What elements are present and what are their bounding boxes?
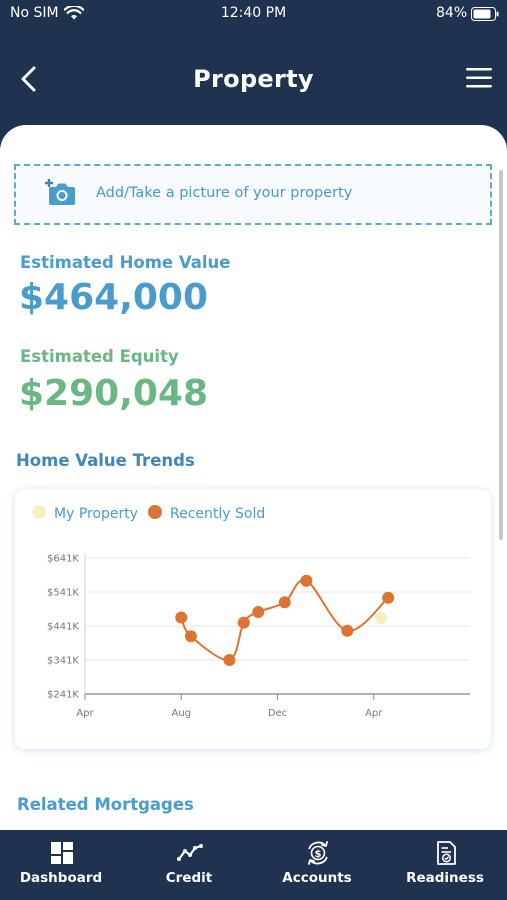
home-value-label: Estimated Home Value [20,253,231,272]
chevron-left-icon[interactable] [18,66,40,92]
nav-dashboard[interactable]: Dashboard [6,830,116,900]
hamburger-menu-icon[interactable] [466,67,492,89]
y-tick-label: $341K [47,656,79,667]
property-content[interactable]: Add/Take a picture of your property Esti… [0,125,507,830]
nav-accounts[interactable]: $ Accounts [262,830,372,900]
nav-dashboard-label: Dashboard [19,870,103,886]
accounts-dollar-icon: $ [308,841,328,865]
legend-marker [148,505,162,519]
home-value-chart: My Property Recently Sold $641K $541K $441K $… [15,489,491,749]
nav-credit-label: Credit [165,870,213,886]
wifi-icon [64,6,84,20]
x-tick-label: Apr [76,708,94,719]
data-point [382,591,395,604]
nav-readiness-label: Readiness [406,870,484,886]
add-camera-icon [45,179,75,205]
status-time: 12:40 PM [220,5,287,21]
data-point [184,630,197,643]
bottom-nav: Dashboard Credit $ Accounts Readines [0,830,507,900]
legend-label: Recently Sold [170,506,265,522]
data-point [175,611,188,624]
chart-svg: My Property Recently Sold $641K $541K $441K $… [32,505,470,719]
y-tick-label: $541K [47,588,79,599]
scrollbar[interactable] [499,170,503,540]
data-point [374,612,387,625]
battery-percent: 84% [436,5,468,21]
data-point [252,606,265,619]
svg-text:$: $ [315,849,322,860]
x-tick-label: Aug [171,708,191,719]
add-photo-button[interactable]: Add/Take a picture of your property [14,164,492,225]
home-value-amount: $464,000 [19,277,209,318]
readiness-document-icon [437,841,456,865]
nav-credit[interactable]: Credit [134,830,244,900]
carrier-label: No SIM [10,5,59,21]
status-bar: No SIM 12:40 PM 84% [0,0,507,30]
x-tick-label: Apr [365,708,383,719]
y-tick-label: $241K [47,690,79,701]
y-tick-label: $641K [47,554,79,565]
nav-readiness[interactable]: Readiness [390,830,500,900]
legend-marker [32,505,46,519]
data-point [341,624,354,637]
nav-accounts-label: Accounts [282,870,352,886]
data-point [237,616,250,629]
data-point [300,574,313,587]
related-mortgages-title: Related Mortgages [17,795,194,814]
data-point [223,654,236,666]
data-point [278,596,291,609]
battery-icon [471,7,499,21]
equity-label: Estimated Equity [20,347,179,366]
add-photo-label: Add/Take a picture of your property [96,185,353,201]
credit-trend-icon [177,844,203,861]
app-header: Property [0,40,507,120]
page-title: Property [193,65,314,93]
y-tick-label: $441K [47,622,79,633]
equity-amount: $290,048 [19,373,209,414]
dashboard-grid-icon [51,842,73,864]
home-value-trends-title: Home Value Trends [16,451,195,470]
legend-label: My Property [54,506,138,522]
x-tick-label: Dec [268,708,287,719]
